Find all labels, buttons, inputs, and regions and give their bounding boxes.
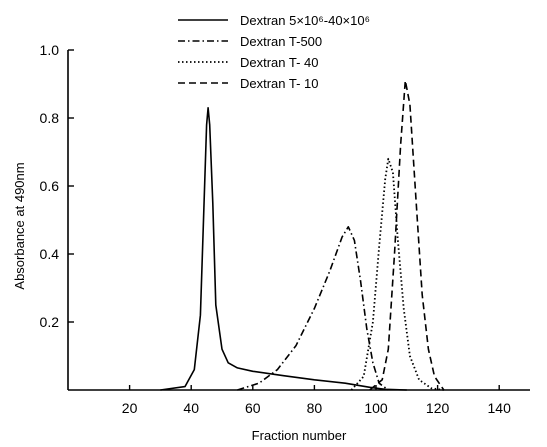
y-tick-label: 0.8 bbox=[40, 110, 60, 126]
x-tick-label: 80 bbox=[307, 400, 323, 416]
x-tick-label: 120 bbox=[426, 400, 450, 416]
y-tick-label: 0.2 bbox=[40, 314, 60, 330]
x-axis-title: Fraction number bbox=[252, 428, 347, 443]
legend-label-1: Dextran 5×10⁶-40×10⁶ bbox=[240, 13, 370, 28]
y-tick-label: 0.6 bbox=[40, 178, 60, 194]
series-group bbox=[160, 79, 445, 391]
x-tick-label: 40 bbox=[183, 400, 199, 416]
x-axis: 20 40 60 80 100 120 140 bbox=[68, 385, 530, 416]
x-tick-label: 100 bbox=[364, 400, 388, 416]
series-line-2 bbox=[237, 226, 389, 391]
x-tick-label: 20 bbox=[122, 400, 138, 416]
y-axis: 0.2 0.4 0.6 0.8 1.0 bbox=[40, 42, 74, 390]
legend-label-3: Dextran T- 40 bbox=[240, 55, 319, 70]
x-tick-label: 140 bbox=[488, 400, 512, 416]
legend-label-4: Dextran T- 10 bbox=[240, 76, 319, 91]
y-tick-label: 1.0 bbox=[40, 42, 60, 58]
series-line-1 bbox=[160, 107, 407, 391]
y-axis-title: Absorbance at 490nm bbox=[12, 162, 27, 289]
legend: Dextran 5×10⁶-40×10⁶ Dextran T-500 Dextran… bbox=[178, 13, 370, 91]
x-tick-label: 60 bbox=[245, 400, 261, 416]
y-tick-label: 0.4 bbox=[40, 246, 60, 262]
legend-label-2: Dextran T-500 bbox=[240, 34, 322, 49]
